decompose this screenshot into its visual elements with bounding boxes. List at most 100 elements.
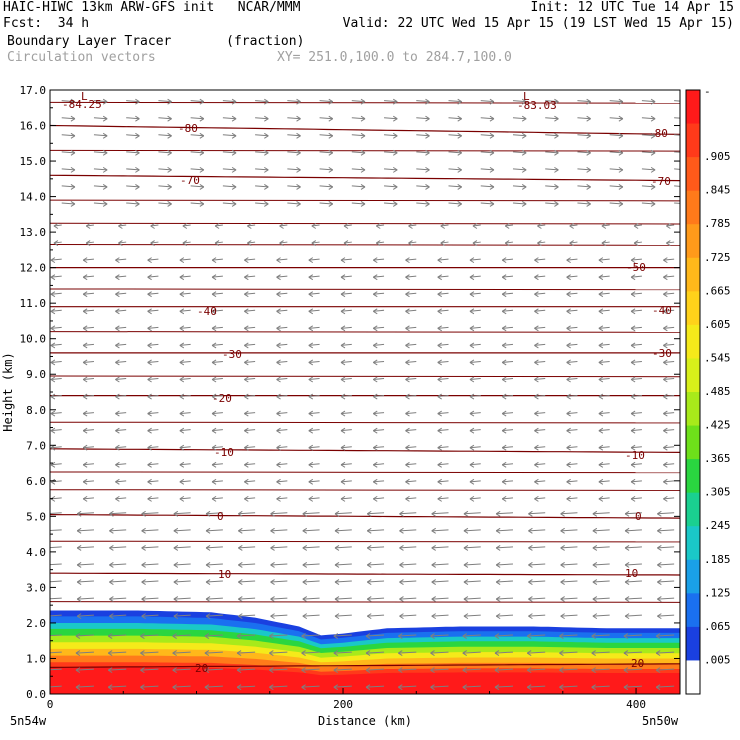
wind-vector-shaft bbox=[448, 134, 462, 137]
wind-vector-head bbox=[657, 510, 662, 517]
wind-vector-head bbox=[211, 495, 217, 502]
wind-vector bbox=[463, 562, 481, 568]
wind-vector bbox=[244, 308, 256, 315]
wind-vector bbox=[501, 342, 514, 349]
wind-vector-head bbox=[85, 240, 91, 246]
wind-vector bbox=[93, 149, 108, 156]
wind-vector bbox=[366, 562, 385, 568]
wind-vector-head bbox=[663, 444, 668, 451]
wind-vector-shaft bbox=[308, 446, 320, 449]
wind-vector bbox=[115, 376, 127, 383]
wind-vector-shaft bbox=[416, 151, 430, 154]
contour-label: 0 bbox=[217, 510, 224, 523]
wind-vector bbox=[269, 633, 288, 639]
wind-vector-shaft bbox=[592, 546, 610, 549]
wind-vector bbox=[528, 613, 546, 620]
wind-vector-head bbox=[501, 274, 507, 281]
wind-vector bbox=[302, 544, 320, 551]
wind-vector-head bbox=[501, 393, 507, 400]
wind-vector bbox=[598, 325, 610, 332]
wind-vector-head bbox=[366, 596, 372, 602]
wind-vector-head bbox=[592, 510, 598, 517]
wind-vector bbox=[537, 223, 546, 229]
wind-vector-shaft bbox=[269, 685, 288, 688]
wind-vector bbox=[85, 240, 95, 246]
wind-vector-head bbox=[107, 684, 113, 691]
wind-vector-head bbox=[50, 291, 56, 298]
wind-vector bbox=[76, 544, 94, 551]
wind-vector-head bbox=[76, 562, 82, 568]
wind-vector bbox=[566, 257, 578, 264]
wind-vector-head bbox=[199, 98, 205, 105]
wind-vector bbox=[179, 461, 191, 468]
wind-vector bbox=[173, 562, 191, 568]
wind-vector-head bbox=[360, 98, 366, 105]
wind-vector-shaft bbox=[212, 292, 223, 295]
wind-vector-shaft bbox=[172, 651, 191, 654]
wind-vector-shaft bbox=[431, 597, 449, 600]
wind-vector-head bbox=[50, 325, 56, 332]
wind-vector-shaft bbox=[334, 563, 352, 566]
wind-vector-shaft bbox=[179, 275, 191, 278]
wind-vector bbox=[93, 166, 108, 173]
wind-vector-head bbox=[431, 527, 436, 534]
wind-vector-head bbox=[70, 98, 76, 105]
wind-vector bbox=[75, 633, 94, 639]
wind-vector-shaft bbox=[496, 597, 514, 600]
wind-vector-head bbox=[372, 325, 378, 332]
wind-vector bbox=[663, 325, 675, 332]
wind-vector bbox=[480, 201, 495, 207]
wind-vector bbox=[244, 478, 256, 485]
wind-vector-head bbox=[115, 359, 120, 366]
wind-vector-shaft bbox=[276, 343, 288, 346]
wind-vector-shaft bbox=[276, 497, 288, 500]
wind-vector-head bbox=[360, 201, 366, 207]
x-right-location: 5n50w bbox=[642, 714, 679, 728]
wind-vector-head bbox=[147, 376, 152, 383]
wind-vector-shaft bbox=[512, 100, 527, 103]
wind-vector-head bbox=[489, 132, 495, 139]
wind-vector bbox=[244, 427, 256, 434]
wind-vector bbox=[577, 132, 591, 139]
wind-vector-shaft bbox=[534, 343, 546, 346]
wind-vector-head bbox=[276, 410, 281, 417]
wind-vector bbox=[365, 633, 385, 639]
wind-vector bbox=[107, 650, 127, 656]
wind-vector-head bbox=[334, 544, 340, 551]
wind-vector bbox=[61, 132, 76, 139]
wind-vector-shaft bbox=[463, 597, 481, 600]
wind-vector bbox=[147, 342, 159, 349]
wind-vector bbox=[559, 633, 578, 639]
contour-label: -70 bbox=[651, 175, 671, 188]
wind-vector-head bbox=[666, 240, 671, 246]
wind-vector-shaft bbox=[115, 446, 127, 449]
wind-vector-head bbox=[82, 444, 88, 451]
wind-vector-head bbox=[657, 613, 662, 620]
wind-vector-shaft bbox=[115, 395, 127, 398]
wind-vector-head bbox=[308, 359, 314, 366]
wind-vector-head bbox=[630, 257, 636, 264]
wind-vector-shaft bbox=[308, 292, 320, 295]
wind-vector bbox=[311, 223, 320, 229]
wind-vector-shaft bbox=[399, 597, 417, 600]
wind-vector-head bbox=[231, 115, 237, 122]
wind-vector-head bbox=[334, 613, 340, 620]
wind-vector-head bbox=[495, 510, 501, 517]
y-tick-label: 17.0 bbox=[20, 84, 47, 97]
wind-vector bbox=[334, 613, 352, 620]
wind-vector-shaft bbox=[598, 378, 610, 380]
wind-vector-shaft bbox=[469, 258, 481, 261]
wind-vector-head bbox=[566, 376, 571, 383]
wind-vector-shaft bbox=[592, 512, 610, 515]
wind-vector-head bbox=[528, 510, 533, 517]
wind-vector-shaft bbox=[50, 429, 62, 432]
wind-vector-head bbox=[494, 684, 500, 691]
wind-vector bbox=[158, 132, 172, 139]
wind-vector-shaft bbox=[534, 309, 546, 312]
wind-vector-shaft bbox=[609, 134, 623, 137]
wind-vector-shaft bbox=[416, 185, 430, 188]
wind-vector bbox=[301, 667, 320, 674]
wind-vector bbox=[437, 444, 449, 451]
wind-vector-head bbox=[372, 376, 378, 383]
wind-vector bbox=[276, 393, 288, 400]
